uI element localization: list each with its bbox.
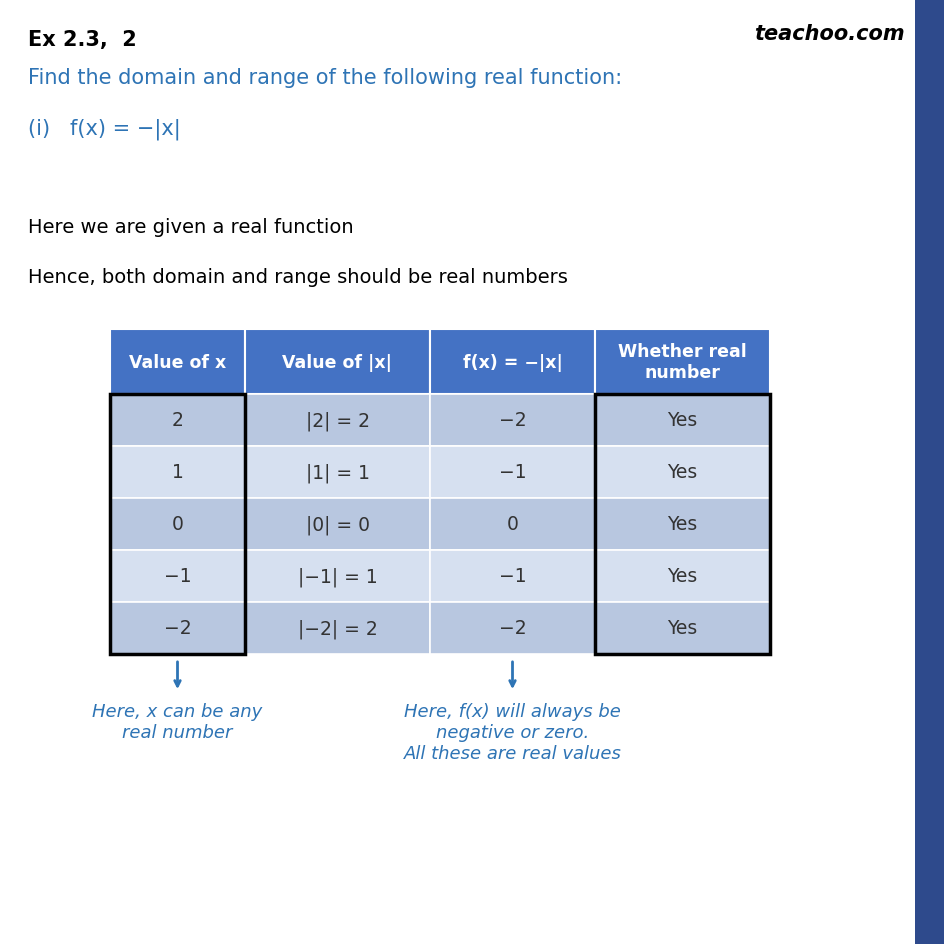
Text: 0: 0 (172, 515, 183, 534)
Bar (244, 395, 430, 447)
Text: Whether real
number: Whether real number (617, 343, 746, 381)
Bar (430, 550, 595, 602)
Bar (595, 395, 769, 654)
Bar (595, 329, 769, 395)
Text: Ex 2.3,  2: Ex 2.3, 2 (28, 30, 137, 50)
Text: −2: −2 (498, 619, 526, 638)
Text: Find the domain and range of the following real function:: Find the domain and range of the followi… (28, 68, 621, 88)
Text: |2| = 2: |2| = 2 (305, 411, 369, 430)
Text: 2: 2 (172, 411, 183, 430)
Bar (110, 602, 244, 654)
Text: Yes: Yes (666, 567, 697, 586)
Bar (244, 447, 430, 498)
Text: Yes: Yes (666, 463, 697, 482)
Text: 0: 0 (506, 515, 518, 534)
Text: −1: −1 (163, 567, 191, 586)
Text: Value of x: Value of x (128, 353, 226, 371)
Text: (i)   f(x) = −|x|: (i) f(x) = −|x| (28, 118, 180, 140)
Text: Hence, both domain and range should be real numbers: Hence, both domain and range should be r… (28, 268, 567, 287)
Bar (110, 550, 244, 602)
Bar (110, 395, 244, 447)
Text: −1: −1 (498, 567, 526, 586)
Bar (244, 602, 430, 654)
Bar (110, 447, 244, 498)
Bar (595, 602, 769, 654)
Text: f(x) = −|x|: f(x) = −|x| (462, 353, 562, 371)
Text: −2: −2 (498, 411, 526, 430)
Bar (430, 395, 595, 447)
Text: Here, x can be any
real number: Here, x can be any real number (93, 702, 262, 741)
Text: |−2| = 2: |−2| = 2 (297, 618, 377, 638)
Bar (595, 447, 769, 498)
Bar (110, 329, 244, 395)
Bar (914, 0, 944, 944)
Bar (430, 447, 595, 498)
Text: |1| = 1: |1| = 1 (305, 463, 369, 482)
Bar (595, 550, 769, 602)
Text: Value of |x|: Value of |x| (282, 353, 392, 371)
Bar (595, 395, 769, 447)
Text: −2: −2 (163, 619, 191, 638)
Bar (595, 498, 769, 550)
Text: 1: 1 (172, 463, 183, 482)
Bar (430, 602, 595, 654)
Bar (244, 550, 430, 602)
Text: −1: −1 (498, 463, 526, 482)
Bar (430, 329, 595, 395)
Bar (244, 498, 430, 550)
Text: Here we are given a real function: Here we are given a real function (28, 218, 353, 237)
Bar (430, 498, 595, 550)
Text: Yes: Yes (666, 411, 697, 430)
Text: |0| = 0: |0| = 0 (305, 514, 369, 534)
Bar (110, 395, 244, 654)
Text: Yes: Yes (666, 619, 697, 638)
Text: Yes: Yes (666, 515, 697, 534)
Bar (244, 329, 430, 395)
Bar (110, 498, 244, 550)
Text: |−1| = 1: |−1| = 1 (297, 566, 377, 586)
Text: teachoo.com: teachoo.com (753, 24, 904, 44)
Text: Here, f(x) will always be
negative or zero.
All these are real values: Here, f(x) will always be negative or ze… (403, 702, 621, 762)
